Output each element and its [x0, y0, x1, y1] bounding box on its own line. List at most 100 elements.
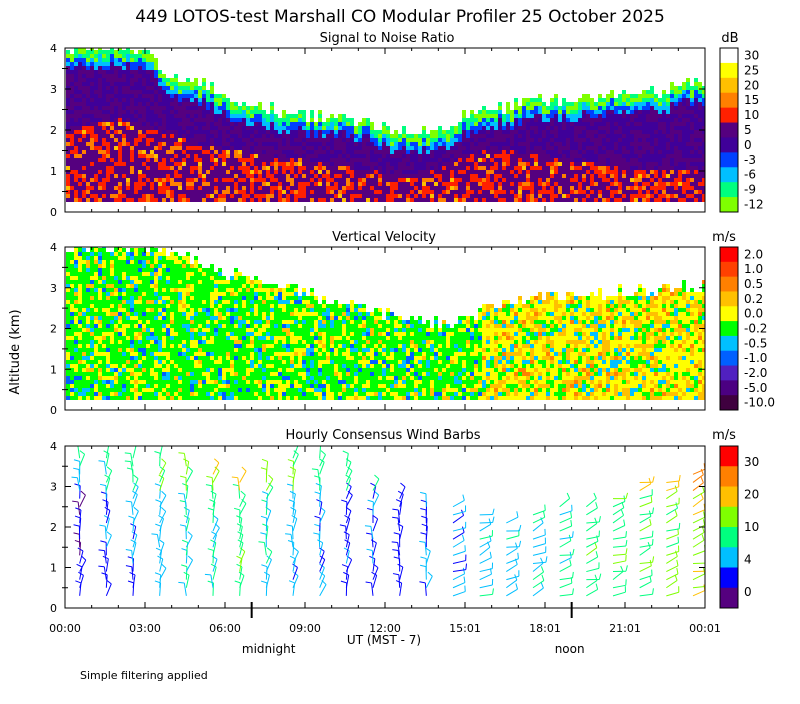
velocity-cell	[134, 308, 138, 312]
velocity-cell	[74, 380, 78, 384]
snr-cell	[686, 174, 690, 178]
snr-cell	[578, 174, 582, 178]
snr-cell	[74, 98, 78, 102]
snr-cell	[646, 174, 650, 178]
velocity-cell	[90, 328, 94, 332]
snr-cell	[522, 158, 526, 162]
velocity-cell	[86, 340, 90, 344]
snr-cell	[294, 154, 298, 158]
snr-cell	[646, 126, 650, 130]
snr-cell	[482, 126, 486, 130]
snr-cell	[602, 182, 606, 186]
snr-cell	[446, 134, 450, 138]
snr-cell	[206, 106, 210, 110]
snr-cell	[470, 122, 474, 126]
snr-cell	[394, 194, 398, 198]
snr-cell	[270, 138, 274, 142]
snr-cell	[386, 178, 390, 182]
snr-cell	[510, 114, 514, 118]
snr-cell	[638, 134, 642, 138]
snr-cell	[634, 186, 638, 190]
snr-cell	[198, 150, 202, 154]
snr-cell	[118, 102, 122, 106]
snr-cell	[330, 134, 334, 138]
snr-cell	[506, 114, 510, 118]
snr-cell	[686, 186, 690, 190]
snr-cell	[146, 126, 150, 130]
snr-cell	[182, 98, 186, 102]
snr-cell	[262, 178, 266, 182]
snr-cell	[574, 158, 578, 162]
snr-cell	[534, 138, 538, 142]
snr-cell	[134, 182, 138, 186]
snr-cell	[150, 126, 154, 130]
snr-cell	[506, 166, 510, 170]
snr-cell	[182, 158, 186, 162]
snr-cell	[306, 150, 310, 154]
snr-cell	[222, 198, 226, 202]
snr-cell	[274, 134, 278, 138]
velocity-cell	[70, 356, 74, 360]
snr-cell	[402, 170, 406, 174]
snr-cell	[254, 118, 258, 122]
velocity-cell	[90, 348, 94, 352]
snr-cell	[330, 158, 334, 162]
snr-cell	[74, 190, 78, 194]
snr-cell	[578, 182, 582, 186]
snr-cell	[674, 110, 678, 114]
snr-cell	[202, 118, 206, 122]
snr-cell	[634, 134, 638, 138]
snr-cell	[278, 194, 282, 198]
snr-cell	[330, 118, 334, 122]
snr-cell	[566, 162, 570, 166]
snr-cell	[66, 142, 70, 146]
snr-cell	[566, 158, 570, 162]
snr-cell	[402, 190, 406, 194]
velocity-cell	[102, 328, 106, 332]
snr-cell	[346, 158, 350, 162]
snr-cell	[586, 118, 590, 122]
snr-cell	[114, 58, 118, 62]
snr-cell	[482, 146, 486, 150]
snr-cell	[334, 118, 338, 122]
snr-cell	[682, 126, 686, 130]
velocity-cell	[70, 396, 74, 400]
snr-cell	[254, 186, 258, 190]
snr-cell	[178, 162, 182, 166]
velocity-cell	[114, 344, 118, 348]
snr-cell	[114, 94, 118, 98]
snr-cell	[258, 102, 262, 106]
snr-cell	[130, 182, 134, 186]
snr-cell	[174, 78, 178, 82]
snr-cell	[514, 158, 518, 162]
snr-cell	[214, 158, 218, 162]
snr-cell	[110, 182, 114, 186]
snr-cell	[130, 138, 134, 142]
snr-cell	[186, 122, 190, 126]
snr-cell	[74, 66, 78, 70]
snr-cell	[262, 118, 266, 122]
snr-cell	[206, 186, 210, 190]
snr-cell	[390, 150, 394, 154]
snr-cell	[170, 166, 174, 170]
snr-cell	[402, 134, 406, 138]
snr-cell	[362, 138, 366, 142]
snr-cell	[70, 134, 74, 138]
snr-cell	[182, 150, 186, 154]
snr-cell	[382, 154, 386, 158]
snr-cell	[554, 158, 558, 162]
snr-cell	[422, 130, 426, 134]
snr-cell	[554, 162, 558, 166]
snr-cell	[618, 182, 622, 186]
snr-cell	[238, 110, 242, 114]
snr-cell	[170, 146, 174, 150]
snr-cell	[474, 162, 478, 166]
snr-cell	[442, 190, 446, 194]
snr-cell	[614, 114, 618, 118]
snr-cell	[482, 114, 486, 118]
snr-cell	[146, 162, 150, 166]
velocity-cell	[130, 396, 134, 400]
snr-cell	[498, 134, 502, 138]
snr-cell	[506, 126, 510, 130]
snr-cell	[674, 102, 678, 106]
